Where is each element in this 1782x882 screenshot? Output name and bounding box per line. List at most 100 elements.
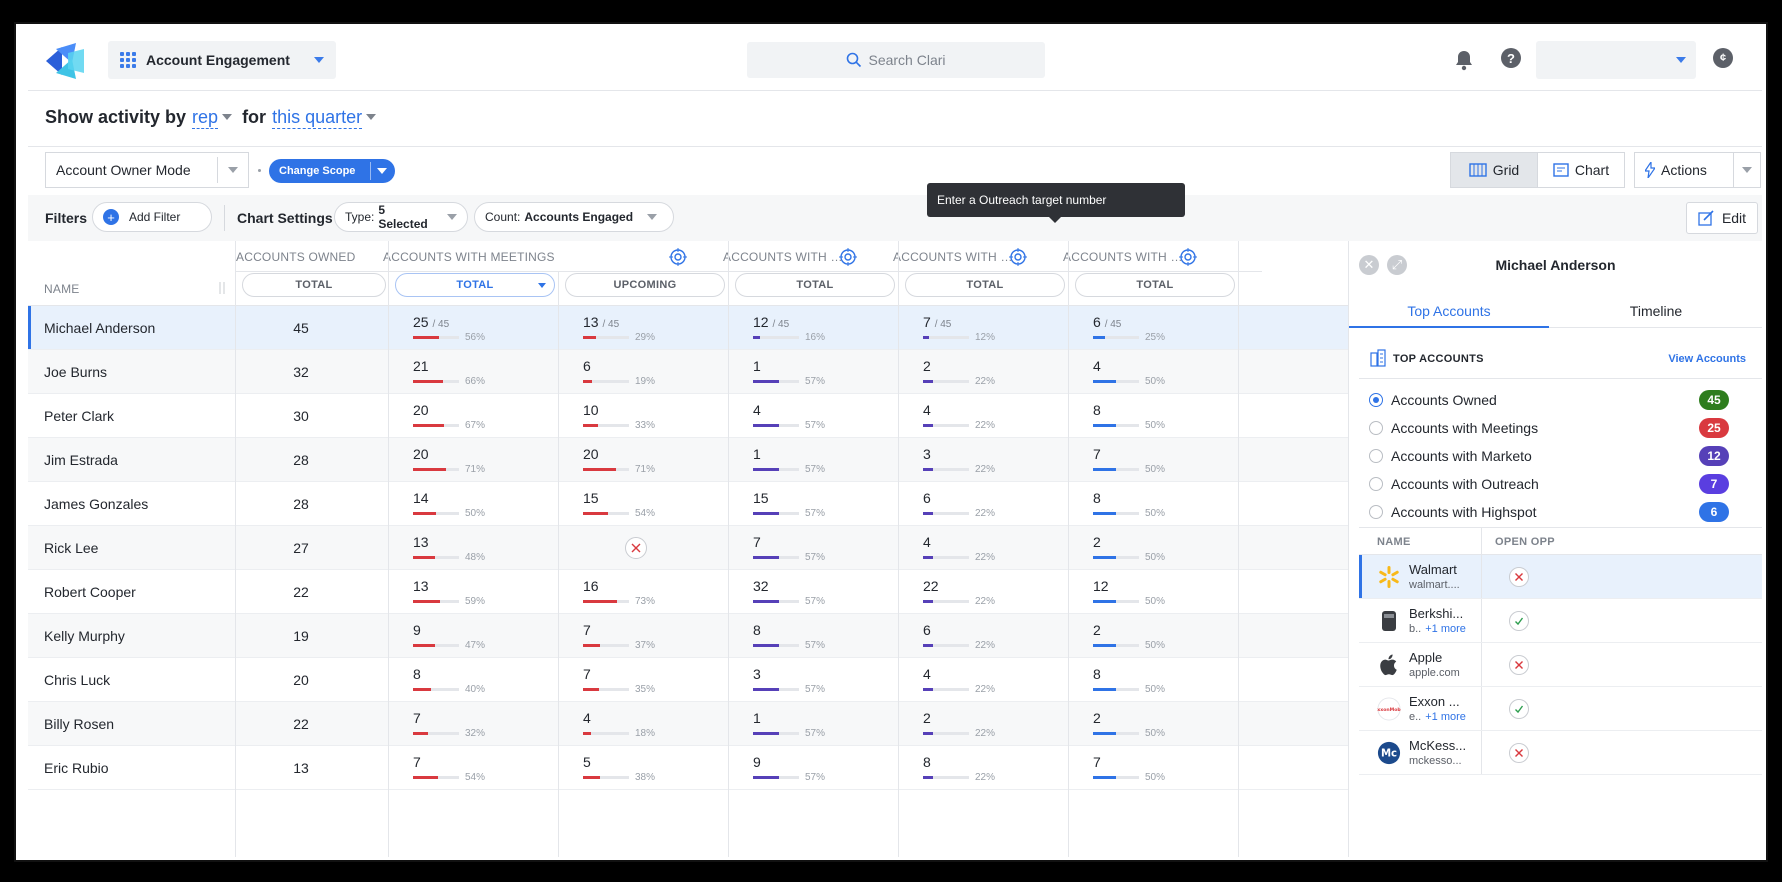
- actions-dropdown[interactable]: [1733, 152, 1761, 188]
- account-row[interactable]: ExxonMobil Exxon ... e..+1 more: [1359, 687, 1762, 731]
- marketo-total-cell[interactable]: 15 57%: [753, 490, 873, 520]
- table-row[interactable]: James Gonzales 28 14 50% 15 54% 15 57% 6 22%…: [28, 482, 1348, 526]
- meetings-upcoming-cell[interactable]: 7 35%: [583, 666, 703, 696]
- accounts-owned-value[interactable]: 13: [293, 760, 309, 776]
- accounts-owned-value[interactable]: 22: [293, 716, 309, 732]
- change-scope-button[interactable]: Change Scope: [269, 159, 395, 183]
- marketo-total-header[interactable]: TOTAL: [735, 273, 895, 297]
- drag-handle-icon[interactable]: [218, 282, 226, 294]
- group-by-dropdown[interactable]: rep: [192, 106, 219, 129]
- type-filter[interactable]: Type: 5 Selected: [334, 202, 468, 232]
- outreach-total-cell[interactable]: 7 / 45 12%: [923, 314, 1043, 344]
- search-input[interactable]: Search Clari: [747, 42, 1045, 78]
- radio-button[interactable]: [1369, 393, 1383, 407]
- meetings-total-cell[interactable]: 7 54%: [413, 754, 533, 784]
- currency-icon[interactable]: ¢: [1713, 48, 1733, 68]
- accounts-owned-value[interactable]: 45: [293, 320, 309, 336]
- accounts-owned-value[interactable]: 28: [293, 452, 309, 468]
- marketo-total-cell[interactable]: 32 57%: [753, 578, 873, 608]
- outreach-total-header[interactable]: TOTAL: [905, 273, 1065, 297]
- table-row[interactable]: Billy Rosen 22 7 32% 4 18% 1 57% 2 22% 2 50%: [28, 702, 1348, 746]
- marketo-total-cell[interactable]: 9 57%: [753, 754, 873, 784]
- account-filter-option[interactable]: Accounts with Meetings 25: [1369, 417, 1729, 439]
- marketo-total-cell[interactable]: 4 57%: [753, 402, 873, 432]
- target-icon[interactable]: [839, 248, 857, 271]
- outreach-total-cell[interactable]: 22 22%: [923, 578, 1043, 608]
- meetings-upcoming-cell[interactable]: 16 73%: [583, 578, 703, 608]
- highspot-total-cell[interactable]: 8 50%: [1093, 666, 1213, 696]
- mode-dropdown[interactable]: Account Owner Mode: [45, 152, 249, 188]
- accounts-opp-header[interactable]: OPEN OPP: [1495, 536, 1555, 548]
- meetings-upcoming-cell[interactable]: 10 33%: [583, 402, 703, 432]
- meetings-upcoming-cell[interactable]: 6 19%: [583, 358, 703, 388]
- marketo-total-cell[interactable]: 1 57%: [753, 710, 873, 740]
- meetings-upcoming-cell[interactable]: 5 38%: [583, 754, 703, 784]
- grid-view-button[interactable]: Grid: [1450, 152, 1538, 188]
- outreach-total-cell[interactable]: 3 22%: [923, 446, 1043, 476]
- accounts-owned-value[interactable]: 28: [293, 496, 309, 512]
- actions-button[interactable]: Actions: [1634, 152, 1734, 188]
- target-icon[interactable]: [1009, 248, 1027, 271]
- radio-button[interactable]: [1369, 421, 1383, 435]
- account-filter-option[interactable]: Accounts with Marketo 12: [1369, 445, 1729, 467]
- account-filter-option[interactable]: Accounts with Outreach 7: [1369, 473, 1729, 495]
- tab-top-accounts[interactable]: Top Accounts: [1407, 303, 1491, 319]
- marketo-total-cell[interactable]: 12 / 45 16%: [753, 314, 873, 344]
- user-selector[interactable]: [1536, 41, 1696, 79]
- meetings-total-cell[interactable]: 25 / 45 56%: [413, 314, 533, 344]
- name-header[interactable]: NAME: [44, 282, 80, 296]
- outreach-total-cell[interactable]: 4 22%: [923, 534, 1043, 564]
- account-name[interactable]: Berkshi...: [1409, 606, 1464, 621]
- radio-button[interactable]: [1369, 449, 1383, 463]
- chevron-down-icon[interactable]: [222, 114, 233, 120]
- table-row[interactable]: Robert Cooper 22 13 59% 16 73% 32 57% 22 22%…: [28, 570, 1348, 614]
- table-row[interactable]: Peter Clark 30 20 67% 10 33% 4 57% 4 22% 8 50…: [28, 394, 1348, 438]
- rep-name[interactable]: Jim Estrada: [44, 452, 118, 468]
- outreach-total-cell[interactable]: 2 22%: [923, 710, 1043, 740]
- period-dropdown[interactable]: this quarter: [272, 106, 363, 129]
- meetings-upcoming-cell[interactable]: 4 18%: [583, 710, 703, 740]
- radio-button[interactable]: [1369, 477, 1383, 491]
- table-row[interactable]: Rick Lee 27 13 48% 7 57% 4 22% 2 50%: [28, 526, 1348, 570]
- rep-name[interactable]: Michael Anderson: [44, 320, 156, 336]
- count-filter[interactable]: Count: Accounts Engaged: [474, 202, 674, 232]
- rep-name[interactable]: Chris Luck: [44, 672, 111, 688]
- account-name[interactable]: Apple: [1409, 650, 1443, 665]
- meetings-total-cell[interactable]: 7 32%: [413, 710, 533, 740]
- accounts-owned-value[interactable]: 32: [293, 364, 309, 380]
- meetings-total-cell[interactable]: 9 47%: [413, 622, 533, 652]
- rep-name[interactable]: Billy Rosen: [44, 716, 115, 732]
- account-filter-option[interactable]: Accounts with Highspot 6: [1369, 501, 1729, 523]
- expand-icon[interactable]: ⤢: [1387, 255, 1407, 275]
- radio-button[interactable]: [1369, 505, 1383, 519]
- highspot-total-cell[interactable]: 7 50%: [1093, 754, 1213, 784]
- outreach-total-cell[interactable]: 2 22%: [923, 358, 1043, 388]
- meetings-total-cell[interactable]: 20 71%: [413, 446, 533, 476]
- rep-name[interactable]: Joe Burns: [44, 364, 108, 380]
- tab-timeline[interactable]: Timeline: [1629, 303, 1683, 319]
- account-filter-option[interactable]: Accounts Owned 45: [1369, 389, 1729, 411]
- meetings-total-cell[interactable]: 14 50%: [413, 490, 533, 520]
- highspot-total-cell[interactable]: 4 50%: [1093, 358, 1213, 388]
- clari-logo-icon[interactable]: [42, 41, 90, 81]
- marketo-total-cell[interactable]: 3 57%: [753, 666, 873, 696]
- account-name[interactable]: Walmart: [1409, 562, 1457, 577]
- rep-name[interactable]: Kelly Murphy: [44, 628, 125, 644]
- marketo-total-cell[interactable]: 1 57%: [753, 446, 873, 476]
- meetings-upcoming-cell[interactable]: 20 71%: [583, 446, 703, 476]
- accounts-owned-value[interactable]: 27: [293, 540, 309, 556]
- table-row[interactable]: Kelly Murphy 19 9 47% 7 37% 8 57% 6 22% 2 50%: [28, 614, 1348, 658]
- close-icon[interactable]: ✕: [1359, 255, 1379, 275]
- more-domains-link[interactable]: +1 more: [1425, 711, 1466, 723]
- meetings-total-cell[interactable]: 13 48%: [413, 534, 533, 564]
- edit-button[interactable]: Edit: [1686, 202, 1758, 234]
- account-row[interactable]: Mc McKess... mckesso...: [1359, 731, 1762, 775]
- bell-icon[interactable]: [1454, 49, 1474, 76]
- target-icon[interactable]: [669, 248, 687, 271]
- meetings-upcoming-cell[interactable]: 7 37%: [583, 622, 703, 652]
- highspot-total-cell[interactable]: 2 50%: [1093, 622, 1213, 652]
- highspot-total-cell[interactable]: 8 50%: [1093, 490, 1213, 520]
- owned-total-header[interactable]: TOTAL: [242, 273, 386, 297]
- highspot-total-cell[interactable]: 8 50%: [1093, 402, 1213, 432]
- chart-view-button[interactable]: Chart: [1537, 152, 1625, 188]
